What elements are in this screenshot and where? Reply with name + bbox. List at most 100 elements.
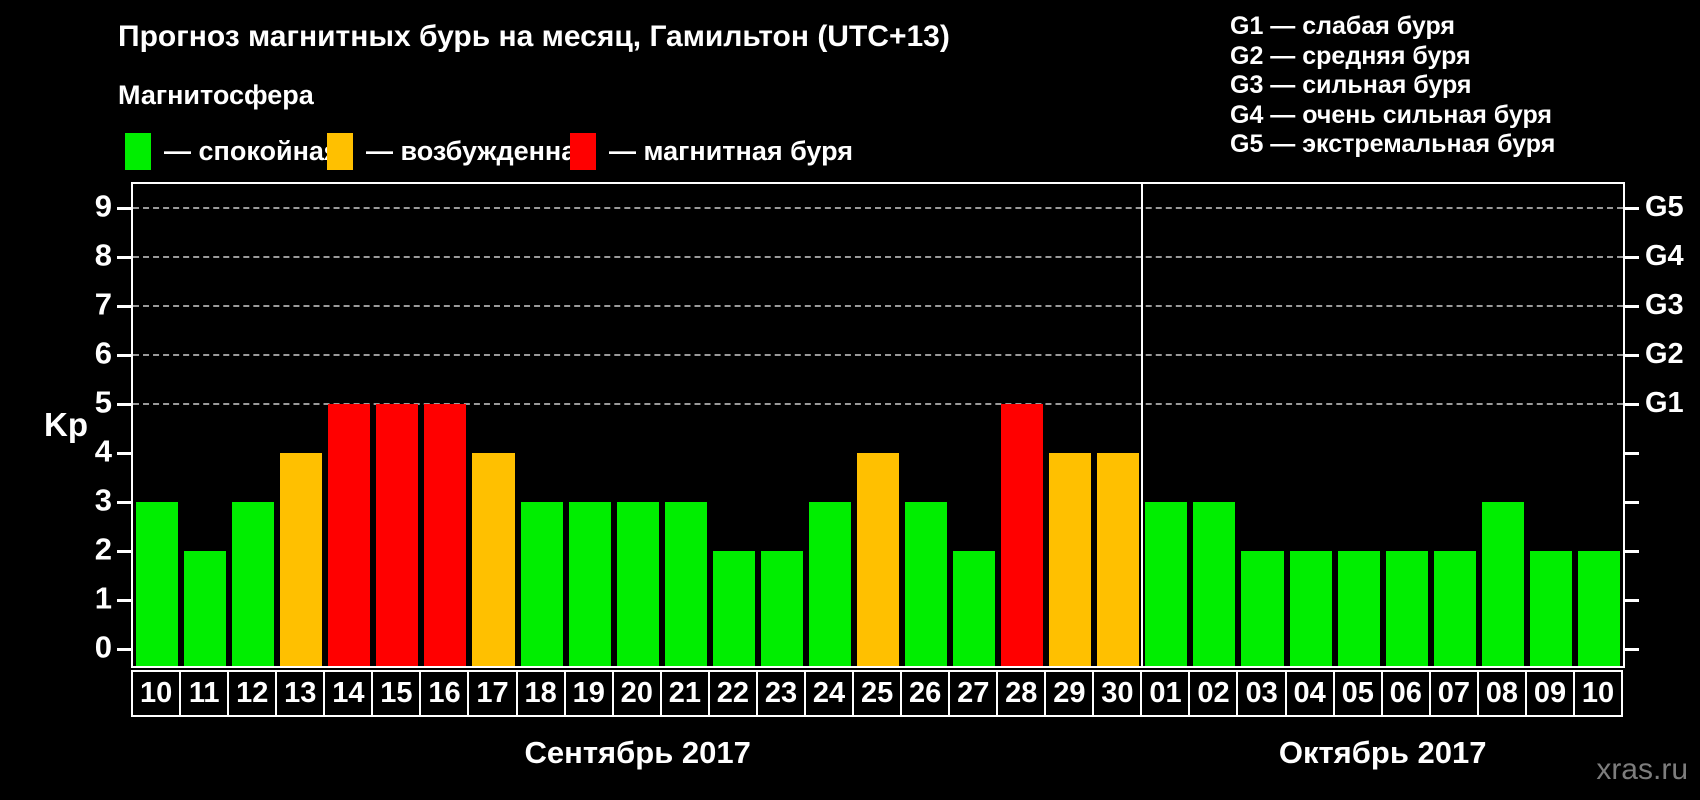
y-axis-tick-left-2: [117, 550, 131, 553]
right-axis-label-g5: G5: [1645, 190, 1684, 223]
watermark: xras.ru: [1596, 753, 1688, 786]
storm-swatch-icon: [570, 133, 596, 170]
y-tick-label-5: 5: [94, 384, 112, 420]
y-axis-tick-right-6: [1625, 354, 1639, 357]
day-label-15: 15: [371, 670, 422, 717]
y-axis-label: Kp: [44, 406, 88, 443]
day-label-13: 13: [275, 670, 326, 717]
legend-item-quiet: — спокойная: [125, 133, 340, 170]
y-tick-label-9: 9: [94, 188, 112, 224]
kp-bar-day-08: [1481, 502, 1524, 666]
kp-bar-day-07: [1433, 551, 1476, 666]
day-label-22: 22: [707, 670, 759, 717]
page-title: Прогноз магнитных бурь на месяц, Гамильт…: [118, 20, 950, 53]
kp-bar-day-18: [520, 502, 563, 666]
y-axis-tick-left-6: [117, 354, 131, 357]
gridline-kp-5: [133, 403, 1623, 405]
right-axis-label-g4: G4: [1645, 239, 1684, 272]
day-label-29: 29: [1044, 670, 1095, 717]
day-label-25: 25: [851, 670, 903, 717]
legend-label-excited: — возбужденная: [366, 136, 592, 166]
y-axis-tick-right-8: [1625, 256, 1639, 259]
y-tick-label-3: 3: [94, 482, 112, 518]
legend-label-quiet: — спокойная: [164, 136, 340, 166]
month-label-1: Октябрь 2017: [1278, 735, 1487, 770]
kp-bar-day-23: [760, 551, 803, 666]
y-axis-tick-right-4: [1625, 452, 1639, 455]
kp-bar-day-30: [1097, 453, 1140, 666]
kp-bar-day-03: [1241, 551, 1284, 666]
kp-bar-day-05: [1337, 551, 1380, 666]
kp-bar-day-11: [184, 551, 227, 666]
gridline-kp-8: [133, 256, 1623, 258]
day-label-05: 05: [1332, 670, 1383, 717]
y-axis-tick-left-8: [117, 256, 131, 259]
day-label-19: 19: [563, 670, 614, 717]
day-label-28: 28: [996, 670, 1047, 717]
day-label-02: 02: [1188, 670, 1239, 717]
y-axis-tick-left-1: [117, 599, 131, 602]
day-label-14: 14: [323, 670, 374, 717]
right-axis-label-g2: G2: [1645, 337, 1684, 370]
day-label-06: 06: [1380, 670, 1431, 717]
y-tick-label-7: 7: [94, 286, 112, 322]
g-legend-line-1: G1 — слабая буря: [1230, 12, 1456, 40]
g-legend-line-5: G5 — экстремальная буря: [1230, 130, 1556, 159]
y-tick-label-6: 6: [94, 335, 112, 371]
quiet-swatch-icon: [125, 133, 151, 170]
g-scale-legend: G1 — слабая буря G2 — средняя буря G3 — …: [1230, 12, 1555, 160]
day-label-07: 07: [1428, 670, 1479, 717]
day-label-12: 12: [227, 670, 278, 717]
y-axis-tick-left-4: [117, 452, 131, 455]
g-legend-line-3: G3 — сильная буря: [1230, 71, 1472, 100]
legend-label-storm: — магнитная буря: [609, 136, 853, 166]
month-separator-line: [1141, 184, 1144, 666]
day-label-08: 08: [1476, 670, 1528, 717]
y-axis-tick-right-7: [1625, 305, 1639, 308]
day-label-20: 20: [611, 670, 662, 717]
kp-bar-day-10: [1577, 551, 1620, 666]
y-axis-tick-left-0: [117, 648, 131, 651]
right-axis-label-g3: G3: [1645, 288, 1684, 321]
day-label-01: 01: [1140, 670, 1191, 717]
kp-bar-day-12: [232, 502, 275, 666]
g-legend-line-2: G2 — средняя буря: [1230, 41, 1471, 70]
kp-bar-day-21: [664, 502, 707, 666]
kp-bar-day-16: [424, 404, 467, 666]
kp-bar-day-17: [472, 453, 515, 666]
excited-swatch-icon: [327, 133, 353, 170]
day-label-03: 03: [1236, 670, 1287, 717]
kp-bar-day-14: [328, 404, 371, 666]
y-axis-tick-right-0: [1625, 648, 1639, 651]
y-axis-tick-right-2: [1625, 550, 1639, 553]
day-label-10: 10: [131, 670, 182, 717]
kp-bar-day-01: [1145, 502, 1188, 666]
y-tick-label-0: 0: [94, 629, 112, 665]
kp-bar-day-15: [376, 404, 419, 666]
y-axis-tick-left-3: [117, 501, 131, 504]
y-tick-label-2: 2: [94, 531, 112, 567]
legend-item-storm: — магнитная буря: [570, 133, 853, 170]
kp-bar-day-06: [1385, 551, 1428, 666]
kp-bar-day-19: [568, 502, 611, 666]
kp-bar-day-13: [280, 453, 323, 666]
y-axis-tick-left-7: [117, 305, 131, 308]
kp-bar-day-10: [136, 502, 179, 666]
day-label-09: 09: [1524, 670, 1576, 717]
magnetosphere-subtitle: Магнитосфера: [118, 80, 314, 110]
month-label-0: Сентябрь 2017: [524, 735, 751, 770]
day-label-10: 10: [1572, 670, 1624, 717]
kp-bar-day-28: [1001, 404, 1044, 666]
kp-bar-day-20: [616, 502, 659, 666]
g-legend-line-4: G4 — очень сильная буря: [1230, 100, 1552, 129]
day-label-21: 21: [659, 670, 710, 717]
kp-bar-day-27: [953, 551, 996, 666]
kp-bar-day-02: [1193, 502, 1236, 666]
day-label-26: 26: [900, 670, 951, 717]
kp-bar-day-22: [712, 551, 755, 666]
y-tick-label-1: 1: [94, 580, 112, 616]
kp-bar-day-25: [856, 453, 900, 666]
kp-bar-day-26: [905, 502, 948, 666]
y-axis-tick-right-3: [1625, 501, 1639, 504]
